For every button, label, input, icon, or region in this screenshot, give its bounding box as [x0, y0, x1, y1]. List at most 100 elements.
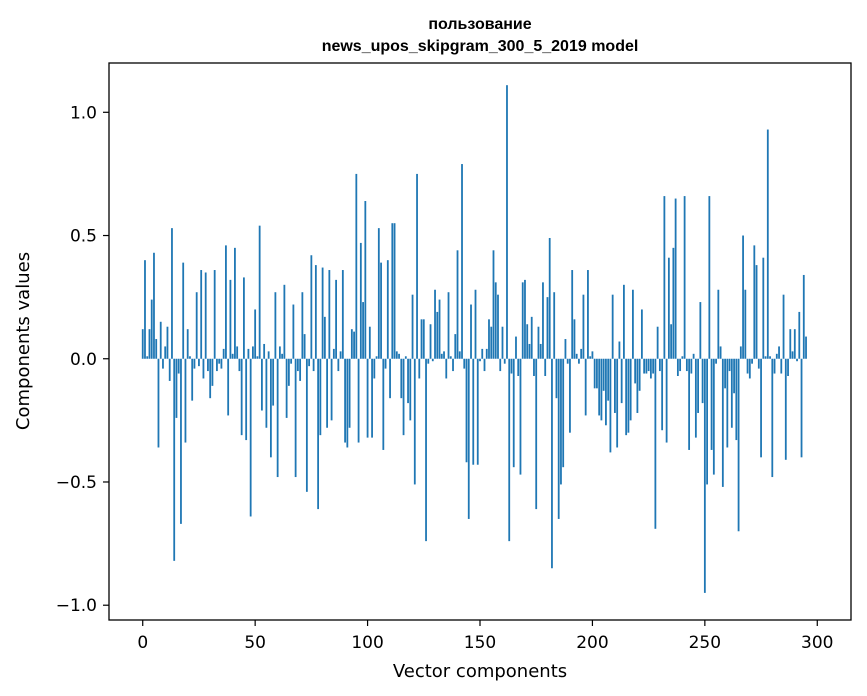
chart-title-line1: пользование — [428, 16, 531, 33]
bar-102 — [371, 358, 373, 438]
bar-184 — [555, 358, 558, 399]
bar-115 — [400, 358, 403, 399]
bar-246 — [694, 358, 697, 438]
bar-51 — [256, 356, 259, 359]
bar-244 — [690, 358, 693, 374]
y-axis-ticks: 1.0 0.5 0.0 −0.5 −1.0 — [56, 103, 109, 616]
bar-275 — [760, 358, 762, 458]
bar-157 — [494, 282, 497, 359]
bar-80 — [321, 267, 324, 359]
bar-10 — [164, 346, 167, 359]
bar-88 — [339, 351, 342, 359]
bar-292 — [798, 311, 801, 359]
bar-264 — [735, 358, 738, 441]
bar-97 — [359, 242, 362, 359]
bar-114 — [398, 353, 400, 359]
bar-188 — [564, 339, 567, 359]
bar-267 — [742, 235, 744, 359]
bar-25 — [198, 358, 200, 367]
bar-89 — [341, 270, 344, 359]
bar-245 — [692, 353, 695, 359]
bar-263 — [733, 358, 735, 394]
bar-198 — [587, 270, 589, 359]
bar-280 — [771, 358, 774, 478]
bar-116 — [402, 358, 405, 436]
bar-123 — [418, 358, 421, 379]
bar-74 — [308, 358, 311, 367]
bar-230 — [658, 358, 661, 372]
bar-181 — [548, 237, 551, 359]
bar-269 — [746, 358, 749, 374]
bar-58 — [272, 358, 275, 406]
bar-60 — [276, 358, 279, 478]
bar-175 — [535, 358, 538, 510]
y-tick-label: 1.0 — [70, 103, 97, 123]
bar-28 — [204, 272, 207, 359]
bar-176 — [537, 326, 540, 359]
bar-9 — [162, 358, 164, 369]
x-tick-label: 50 — [244, 633, 266, 653]
bar-274 — [757, 358, 760, 369]
bar-183 — [553, 292, 556, 359]
bar-220 — [636, 358, 639, 413]
bar-225 — [647, 358, 650, 372]
bar-192 — [573, 319, 576, 359]
bar-239 — [679, 358, 682, 372]
bar-257 — [719, 346, 722, 359]
bar-221 — [638, 358, 641, 391]
bar-139 — [454, 334, 457, 359]
bar-254 — [712, 358, 715, 475]
bar-82 — [326, 358, 328, 428]
x-tick-label: 300 — [801, 633, 833, 653]
bar-37 — [225, 245, 227, 359]
bar-99 — [364, 201, 367, 359]
bar-202 — [596, 358, 598, 389]
bar-16 — [177, 358, 180, 374]
y-tick-label: −1.0 — [56, 596, 97, 616]
bar-142 — [461, 164, 463, 359]
bar-33 — [216, 358, 218, 372]
bar-238 — [676, 358, 679, 376]
bar-94 — [353, 331, 355, 359]
bar-158 — [497, 294, 499, 359]
bar-268 — [744, 289, 747, 359]
bar-135 — [445, 358, 448, 379]
bar-34 — [218, 358, 221, 364]
bar-205 — [602, 358, 605, 391]
bar-108 — [384, 358, 387, 369]
bar-92 — [348, 358, 351, 428]
x-axis-label: Vector components — [393, 661, 567, 682]
bar-140 — [456, 250, 459, 359]
bar-14 — [173, 358, 176, 561]
bar-24 — [195, 292, 198, 359]
bar-196 — [582, 294, 585, 359]
bar-49 — [252, 346, 254, 359]
bar-212 — [618, 341, 621, 359]
bar-112 — [393, 223, 396, 359]
bar-194 — [578, 358, 580, 364]
bar-66 — [290, 358, 293, 364]
bar-203 — [598, 358, 601, 416]
bar-41 — [234, 247, 236, 359]
bar-249 — [701, 358, 704, 404]
x-tick-label: 100 — [351, 633, 383, 653]
bar-131 — [436, 311, 439, 359]
bar-54 — [263, 343, 266, 359]
bar-3 — [148, 329, 151, 359]
bar-76 — [312, 358, 315, 372]
bar-107 — [382, 358, 385, 450]
bar-215 — [625, 358, 628, 436]
bar-52 — [258, 225, 261, 359]
bar-20 — [186, 329, 189, 359]
bar-270 — [748, 358, 751, 379]
bar-193 — [575, 353, 578, 359]
bar-207 — [607, 358, 610, 401]
bar-106 — [380, 262, 382, 359]
bar-96 — [357, 358, 360, 443]
bar-288 — [789, 329, 792, 359]
bar-195 — [580, 348, 583, 359]
bar-81 — [323, 316, 326, 359]
bar-79 — [319, 358, 322, 436]
bar-31 — [211, 358, 214, 386]
bar-290 — [793, 329, 796, 359]
